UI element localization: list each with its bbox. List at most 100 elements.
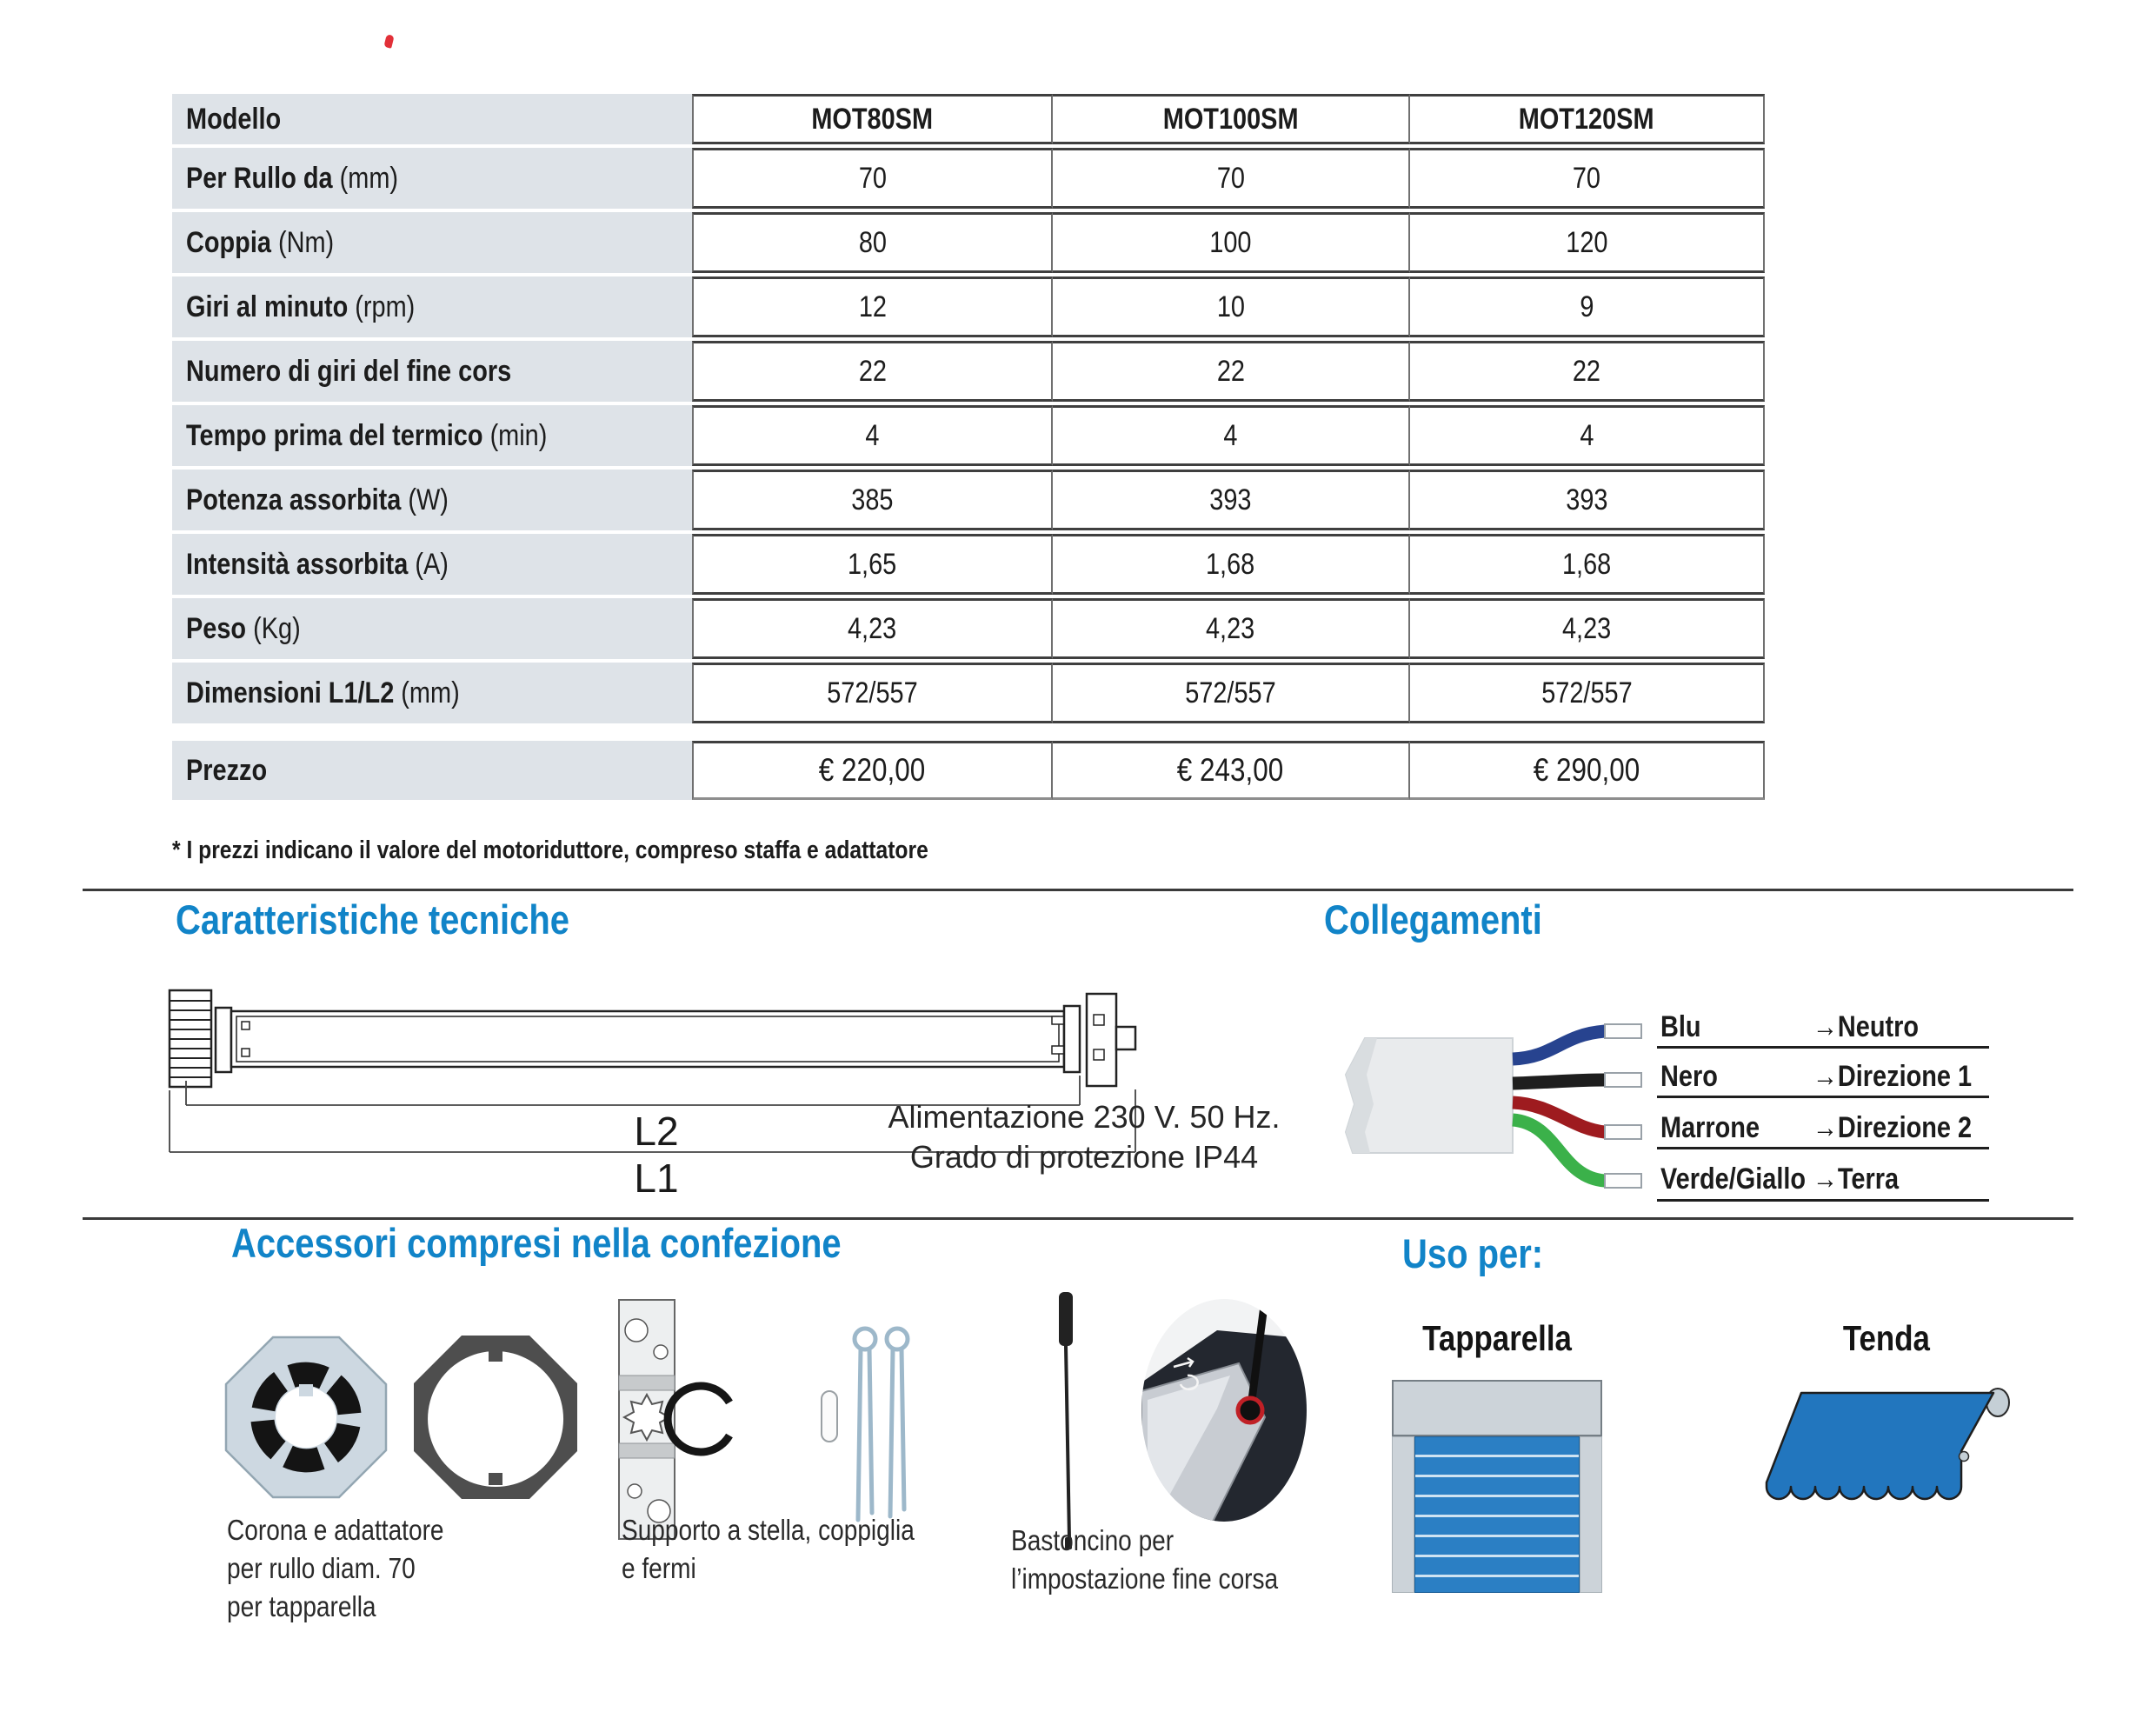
row-label: Numero di giri del fine cors — [172, 341, 692, 402]
wire-name-nero: Nero — [1660, 1059, 1718, 1093]
dimension-l2-label: L2 — [634, 1109, 678, 1154]
motor-dimension-drawing: L2 L1 — [168, 989, 1137, 1201]
cell-value: 4 — [1053, 405, 1410, 466]
row-label: Intensità assorbita (A) — [172, 534, 692, 595]
caption-rod: Bastoncino per l’impostazione fine corsa — [1011, 1524, 1279, 1595]
shutter-housing-illustration — [1392, 1380, 1602, 1436]
print-artifact-mark — [383, 34, 395, 49]
table-header-row: Modello MOT80SM MOT100SM MOT120SM — [172, 94, 1765, 144]
shutter-right-rail — [1580, 1436, 1602, 1593]
table-row: Peso (Kg) 4,23 4,23 4,23 — [172, 598, 1765, 659]
cell-value: 100 — [1053, 212, 1410, 273]
row-label: Peso (Kg) — [172, 598, 692, 659]
wire-green-yellow — [1511, 1113, 1607, 1188]
shutter-left-rail — [1392, 1436, 1414, 1593]
wire-name-blu: Blu — [1660, 1009, 1701, 1043]
cell-value: 385 — [692, 470, 1053, 530]
wire-black — [1512, 1073, 1606, 1090]
motor-crown-gear — [168, 989, 213, 1089]
power-line2: Grado di protezione IP44 — [909, 1139, 1259, 1175]
price-mot100sm: € 243,00 — [1053, 741, 1410, 800]
awning-arm-knob — [1958, 1450, 1970, 1462]
motor-tube-body — [214, 1006, 1066, 1074]
caption-crown-adapter: Corona e adattatore per rullo diam. 70 p… — [227, 1514, 444, 1622]
cell-value: 22 — [1053, 341, 1410, 402]
motor-head-bracket — [1062, 992, 1137, 1088]
price-row: Prezzo € 220,00 € 243,00 € 290,00 — [172, 741, 1765, 800]
cell-value: 4 — [1410, 405, 1765, 466]
row-label: Per Rullo da (mm) — [172, 148, 692, 209]
cell-value: 80 — [692, 212, 1053, 273]
cell-value: 572/557 — [1053, 663, 1410, 723]
price-label: Prezzo — [172, 741, 692, 800]
power-spec-text: Alimentazione 230 V. 50 Hz. Grado di pro… — [884, 1097, 1284, 1177]
cell-value: 9 — [1410, 276, 1765, 337]
dimension-l1 — [169, 1089, 1136, 1153]
cell-value: 120 — [1410, 212, 1765, 273]
cell-value: 393 — [1053, 470, 1410, 530]
table-row: Coppia (Nm) 80 100 120 — [172, 212, 1765, 273]
cell-value: 4,23 — [1053, 598, 1410, 659]
table-row: Intensità assorbita (A) 1,65 1,68 1,68 — [172, 534, 1765, 595]
row-label: Tempo prima del termico (min) — [172, 405, 692, 466]
motor-cable-end-box — [1344, 1037, 1514, 1154]
col-header-mot100sm: MOT100SM — [1053, 94, 1410, 144]
wire-blue — [1512, 1024, 1606, 1066]
wire-terminal — [1604, 1023, 1642, 1039]
awning-canvas — [1765, 1391, 1995, 1501]
wire-name-marrone: Marrone — [1660, 1110, 1760, 1144]
octagonal-adapter-illustration — [414, 1336, 577, 1499]
wire-row-rule — [1657, 1147, 1989, 1149]
row-label: Dimensioni L1/L2 (mm) — [172, 663, 692, 723]
cell-value: 1,68 — [1410, 534, 1765, 595]
row-label: Potenza assorbita (W) — [172, 470, 692, 530]
wire-terminal — [1604, 1124, 1642, 1140]
cell-value: 572/557 — [1410, 663, 1765, 723]
wire-function-direzione2: →Direzione 2 — [1813, 1110, 1973, 1144]
col-header-mot80sm: MOT80SM — [692, 94, 1053, 144]
tech-section-title: Caratteristiche tecniche — [176, 896, 569, 943]
accessories-illustrations — [224, 1292, 1307, 1549]
power-line1: Alimentazione 230 V. 50 Hz. — [888, 1099, 1281, 1135]
price-footnote: * I prezzi indicano il valore del motori… — [172, 836, 928, 864]
wire-function-direzione1: →Direzione 1 — [1813, 1059, 1973, 1093]
table-row: Per Rullo da (mm) 70 70 70 — [172, 148, 1765, 209]
section-divider — [83, 889, 2073, 891]
cell-value: 22 — [692, 341, 1053, 402]
spec-table: Modello MOT80SM MOT100SM MOT120SM Per Ru… — [172, 94, 1765, 727]
price-mot120sm: € 290,00 — [1410, 741, 1765, 800]
retaining-ring-illustration — [663, 1382, 735, 1456]
table-row: Giri al minuto (rpm) 12 10 9 — [172, 276, 1765, 337]
section-divider — [83, 1217, 2073, 1220]
wire-terminal — [1604, 1173, 1642, 1189]
usage-label-tapparella: Tapparella — [1422, 1318, 1572, 1358]
wiring-diagram — [1344, 1023, 1642, 1189]
pin-illustration — [821, 1390, 838, 1442]
cell-value: 12 — [692, 276, 1053, 337]
table-row: Tempo prima del termico (min) 4 4 4 — [172, 405, 1765, 466]
row-label: Coppia (Nm) — [172, 212, 692, 273]
adjustment-rod-illustration — [1059, 1292, 1073, 1549]
dimension-l1-label: L1 — [634, 1156, 678, 1201]
row-label: Giri al minuto (rpm) — [172, 276, 692, 337]
cell-value: 70 — [692, 148, 1053, 209]
cell-value: 1,65 — [692, 534, 1053, 595]
usage-label-tenda: Tenda — [1842, 1318, 1931, 1358]
accessories-section-title: Accessori compresi nella confezione — [231, 1220, 842, 1266]
cell-value: 4 — [692, 405, 1053, 466]
usage-section-title: Uso per: — [1402, 1230, 1544, 1276]
shutter-slats-illustration — [1414, 1436, 1580, 1593]
table-header-label: Modello — [172, 94, 692, 144]
cell-value: 4,23 — [692, 598, 1053, 659]
cell-value: 4,23 — [1410, 598, 1765, 659]
cell-value: 572/557 — [692, 663, 1053, 723]
wire-terminal — [1604, 1072, 1642, 1088]
wire-row-rule — [1657, 1096, 1989, 1098]
limit-switch-photo — [1141, 1299, 1307, 1522]
table-row: Dimensioni L1/L2 (mm) 572/557 572/557 57… — [172, 663, 1765, 723]
table-row: Potenza assorbita (W) 385 393 393 — [172, 470, 1765, 530]
cell-value: 10 — [1053, 276, 1410, 337]
wire-row-rule — [1657, 1046, 1989, 1049]
cell-value: 1,68 — [1053, 534, 1410, 595]
